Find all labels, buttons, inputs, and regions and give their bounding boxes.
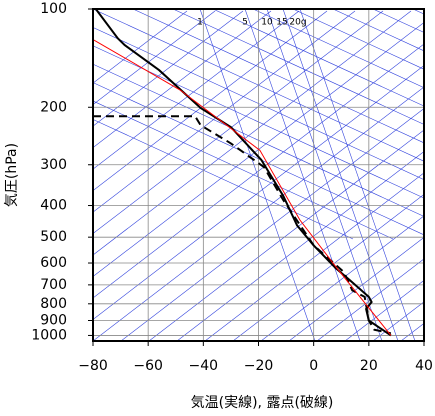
isotherm-line <box>372 301 424 341</box>
adiabat-line <box>93 9 424 162</box>
profiles <box>93 9 392 337</box>
adiabat-line <box>292 9 424 70</box>
x-tick-label: −60 <box>133 358 163 374</box>
isotherm-line <box>344 279 424 341</box>
y-tick-label: 100 <box>40 1 67 17</box>
adiabat-line <box>172 9 424 125</box>
profile-line <box>95 9 392 337</box>
mixing-ratio-label: 1 <box>197 18 203 28</box>
isotherm-line <box>93 10 356 213</box>
mixing-ratio-line <box>266 9 383 341</box>
adiabat-line <box>93 27 424 180</box>
mixing-ratio-label: 15 <box>276 18 287 28</box>
isotherm-line <box>93 22 424 277</box>
y-tick-label: 400 <box>40 198 67 214</box>
x-tick-label: −80 <box>78 358 108 374</box>
y-tick-label: 200 <box>40 99 67 115</box>
x-tick-label: −40 <box>189 358 219 374</box>
adiabat-line <box>212 9 424 107</box>
mixing-ratio-line <box>244 9 361 341</box>
y-axis-label: 気圧(hPa) <box>4 143 20 207</box>
isotherm-line <box>429 11 435 341</box>
isotherm-line <box>204 172 424 341</box>
mixing-ratio-line <box>282 9 399 341</box>
y-tick-label: 500 <box>40 229 67 245</box>
x-axis-label: 気温(実線), 露点(破線) <box>191 395 334 411</box>
y-tick-label: 1000 <box>31 327 67 343</box>
isotherm-line <box>93 43 424 299</box>
isotherm-line <box>400 322 424 341</box>
isotherm-line <box>93 65 424 320</box>
isotherm-line <box>93 10 384 234</box>
adiabat-line <box>132 9 424 144</box>
mixing-ratio-label: 20g <box>289 18 306 28</box>
isotherm-line <box>93 10 188 84</box>
y-tick-label: 600 <box>40 255 67 271</box>
x-tick-label: −20 <box>244 358 274 374</box>
y-tick-label: 700 <box>40 277 67 293</box>
isotherm-line <box>93 10 300 170</box>
adiabat-line <box>93 45 424 199</box>
isotherm-line <box>93 86 424 341</box>
adiabat-line <box>252 9 424 88</box>
plot-frame <box>92 8 425 342</box>
profile-line <box>93 39 392 336</box>
isotherm-line <box>93 10 328 191</box>
y-tick-label: 900 <box>40 313 67 329</box>
adiabat-line <box>93 100 394 240</box>
isotherm-line <box>93 10 216 106</box>
isotherm-line <box>260 215 424 341</box>
adiabat-line <box>93 119 354 240</box>
x-tick-label: 0 <box>309 358 318 374</box>
isotherm-line <box>176 151 424 341</box>
mixing-ratio-label: 10 <box>261 18 273 28</box>
adiabat-line <box>332 9 424 52</box>
x-tick-label: 40 <box>415 358 433 374</box>
isotherm-line <box>93 10 272 148</box>
isotherm-line <box>316 258 424 341</box>
y-tick-label: 300 <box>40 157 67 173</box>
mixing-ratio-label: 5 <box>242 18 248 28</box>
isotherm-line <box>148 129 424 341</box>
y-tick-label: 800 <box>40 296 67 312</box>
isotherm-line <box>93 10 244 127</box>
adiabat-line <box>93 63 424 217</box>
isotherm-line <box>93 10 412 256</box>
mixing-ratio-line <box>299 9 416 341</box>
background-lines <box>93 9 435 341</box>
profile-line <box>93 115 392 335</box>
isotherm-line <box>288 237 424 341</box>
mixing-ratio-line <box>199 9 316 341</box>
x-tick-label: 20 <box>360 358 378 374</box>
isotherm-line <box>232 194 424 341</box>
